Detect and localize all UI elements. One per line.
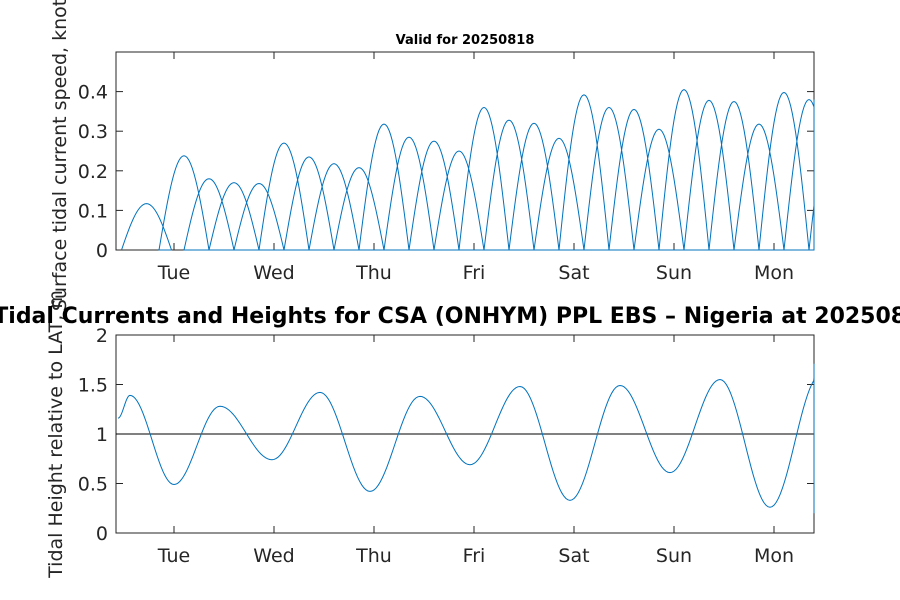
current-speed-series-line	[121, 89, 815, 251]
x-tick-label: Tue	[157, 262, 190, 284]
x-tick-label: Sat	[558, 545, 589, 567]
y-tick-label: 1.5	[78, 375, 108, 397]
y-tick-label: 0.3	[78, 121, 108, 143]
x-tick-label: Sun	[656, 545, 692, 567]
x-tick-label: Sat	[558, 262, 589, 284]
x-tick-label: Tue	[157, 545, 190, 567]
x-tick-label: Mon	[754, 262, 794, 284]
y-tick-label: 0.5	[78, 474, 108, 496]
x-tick-label: Wed	[253, 262, 294, 284]
x-tick-label: Wed	[253, 545, 294, 567]
x-tick-label: Thu	[355, 262, 392, 284]
current-speed-ylabel: Surface tidal current speed, knots	[49, 0, 71, 311]
x-tick-label: Sun	[656, 262, 692, 284]
y-tick-label: 1	[96, 424, 108, 446]
x-tick-label: Mon	[754, 545, 794, 567]
x-tick-label: Fri	[463, 545, 486, 567]
y-tick-label: 2	[96, 325, 108, 347]
current-speed-plot-box	[115, 51, 815, 251]
tidal-height-ylabel: Tidal Height relative to LAT, m	[45, 290, 67, 579]
tidal-height-axes: 0 0.5 1 1.5 2 Tue Wed Thu Fri Sat Sun Mon Tidal Hei…	[45, 290, 815, 579]
tidal-height-series-line	[117, 363, 815, 514]
y-tick-label: 0.1	[78, 200, 108, 222]
current-speed-title: Valid for 20250818	[396, 33, 535, 48]
y-tick-label: 0	[96, 523, 108, 545]
y-tick-label: 0	[96, 240, 108, 262]
y-tick-label: 0.4	[78, 82, 108, 104]
figure-main-title: Tidal Currents and Heights for CSA (ONHY…	[0, 304, 900, 329]
x-tick-label: Thu	[355, 545, 392, 567]
x-tick-label: Fri	[463, 262, 486, 284]
current-speed-axes: 0 0.1 0.2 0.3 0.4 Tue Wed Thu Fri Sat Sun Mon Valid…	[49, 0, 815, 311]
y-tick-label: 0.2	[78, 161, 108, 183]
